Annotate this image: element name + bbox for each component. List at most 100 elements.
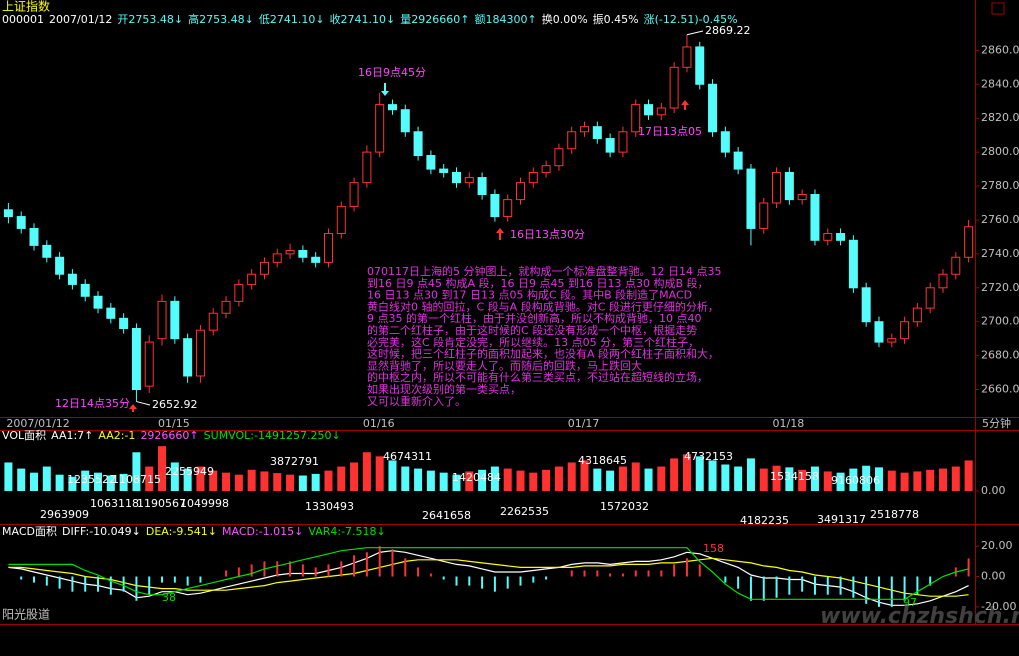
volume-bar [593, 468, 602, 492]
volume-bar [631, 462, 640, 492]
volume-annotation: 2262535 [500, 505, 549, 518]
candle-body [644, 104, 654, 116]
candle-body [323, 233, 333, 263]
candle-body [400, 109, 410, 133]
candle-body [93, 295, 103, 309]
candle-body [669, 66, 679, 109]
info-item: MACD:-1.015↓ [222, 525, 303, 538]
volume-bar [17, 468, 26, 492]
info-item: SUMVOL:-1491257.250↓ [204, 429, 341, 442]
volume-bar [401, 466, 410, 492]
volume-bar [695, 456, 704, 492]
volume-bar [4, 462, 13, 492]
volume-bar [721, 464, 730, 492]
info-item: 低2741.10↓ [259, 13, 325, 26]
info-item: 量2926660↑ [400, 13, 469, 26]
candle-body [464, 177, 474, 184]
x-tick-label: 2007/01/12 [6, 417, 69, 430]
volume-bar [951, 466, 960, 492]
candle-body [592, 126, 602, 140]
annotation: 17日13点05 [638, 125, 702, 138]
info-item: AA1:7↑ [51, 429, 93, 442]
volume-annotation: 1420484 [452, 471, 501, 484]
volume-bar [414, 468, 423, 492]
note-line: 的第二个红柱子，由于这时候的C 段还没有形成一个中枢，根据走势 [367, 323, 697, 337]
macd-annotation: 38 [162, 591, 176, 604]
volume-bar [30, 472, 39, 492]
volume-bar [529, 472, 538, 492]
volume-bar [119, 473, 128, 492]
note-line: 如果出现次级别的第一类买点， [367, 382, 521, 396]
volume-bar [964, 460, 973, 492]
note-line: 到16 日9 点45 构成A 段，16 日9 点45 到16 日13 点30 构… [367, 276, 709, 290]
volume-bar [234, 474, 243, 492]
volume-bar [196, 466, 205, 492]
candle-body [797, 194, 807, 201]
volume-bar [542, 469, 551, 492]
volume-bar [132, 452, 141, 492]
y-tick-label: 2820.00 [981, 111, 1019, 124]
volume-annotation: 9160806 [831, 474, 880, 487]
volume-bar [298, 475, 307, 492]
volume-annotation: 1190567 [137, 497, 186, 510]
candle-body [733, 151, 743, 170]
note-line: 的中枢之内，所以不可能有什么第三类买点，不过站在超短线的立场， [367, 370, 708, 384]
y-tick-label: 20.00 [981, 539, 1013, 552]
volume-bar [670, 458, 679, 492]
volume-annotation: 4674311 [383, 450, 432, 463]
macd-line [8, 550, 969, 606]
annotation: 16日9点45分 [358, 66, 426, 79]
volume-bar [772, 465, 781, 492]
volume-annotation: 2518778 [870, 508, 919, 521]
volume-annotation: 1235522 [67, 473, 116, 486]
note-line: 16 日13 点30 到17 日13 点05 构成C 段。其中B 段制造了MAC… [367, 288, 692, 302]
volume-bar [158, 446, 167, 492]
volume-bar [938, 468, 947, 492]
candle-body [259, 261, 269, 275]
candle-body [580, 126, 590, 133]
candle-body [848, 239, 858, 289]
volume-bar [580, 460, 589, 492]
volume-bar [55, 474, 64, 492]
volume-annotation: 1063118 [90, 497, 139, 510]
x-tick-label: 01/16 [363, 417, 395, 430]
annotation: 16日13点30分 [510, 228, 585, 241]
candle-body [336, 205, 346, 235]
volume-bar [465, 471, 474, 492]
x-tick-label: 01/17 [568, 417, 600, 430]
candle-body [80, 283, 90, 297]
info-item: 000001 [2, 13, 44, 26]
y-tick-label: 2700.00 [981, 315, 1019, 328]
info-item: 涨(-12.51)-0.45% [644, 13, 738, 26]
y-tick-label: 2780.00 [981, 179, 1019, 192]
candle-body [964, 226, 974, 258]
arrow-head [129, 404, 137, 409]
candle-body [528, 171, 538, 184]
candle-body [541, 165, 551, 173]
info-item: DEA:-9.541↓ [146, 525, 217, 538]
info-item: 2926660↑ [140, 429, 198, 442]
volume-bar [682, 454, 691, 492]
volume-bar [516, 470, 525, 492]
candle-body [925, 287, 935, 309]
info-item: AA2:-1 [98, 429, 135, 442]
y-tick-label: 2800.00 [981, 145, 1019, 158]
volume-bar [222, 472, 231, 492]
note-line: 070117日上海的5 分钟图上，就构成一个标准盘整背驰。12 日14 点35 [367, 264, 721, 278]
window-icon[interactable] [991, 2, 1005, 15]
candle-body [887, 338, 897, 343]
candle-body [131, 328, 141, 391]
volume-annotation: 1049998 [180, 497, 229, 510]
info-item: 高2753.48↓ [188, 12, 254, 26]
info-item: VOL面积 [2, 429, 46, 442]
macd-annotation: 158 [703, 542, 724, 555]
candle-body [221, 300, 231, 314]
candle-body [784, 171, 794, 201]
candle-body [951, 256, 961, 275]
y-tick-label: 2720.00 [981, 281, 1019, 294]
info-item: DIFF:-10.049↓ [62, 525, 141, 538]
volume-bar [170, 462, 179, 492]
info-item: 振0.45% [593, 12, 639, 26]
volume-annotation: 4182235 [740, 514, 789, 527]
